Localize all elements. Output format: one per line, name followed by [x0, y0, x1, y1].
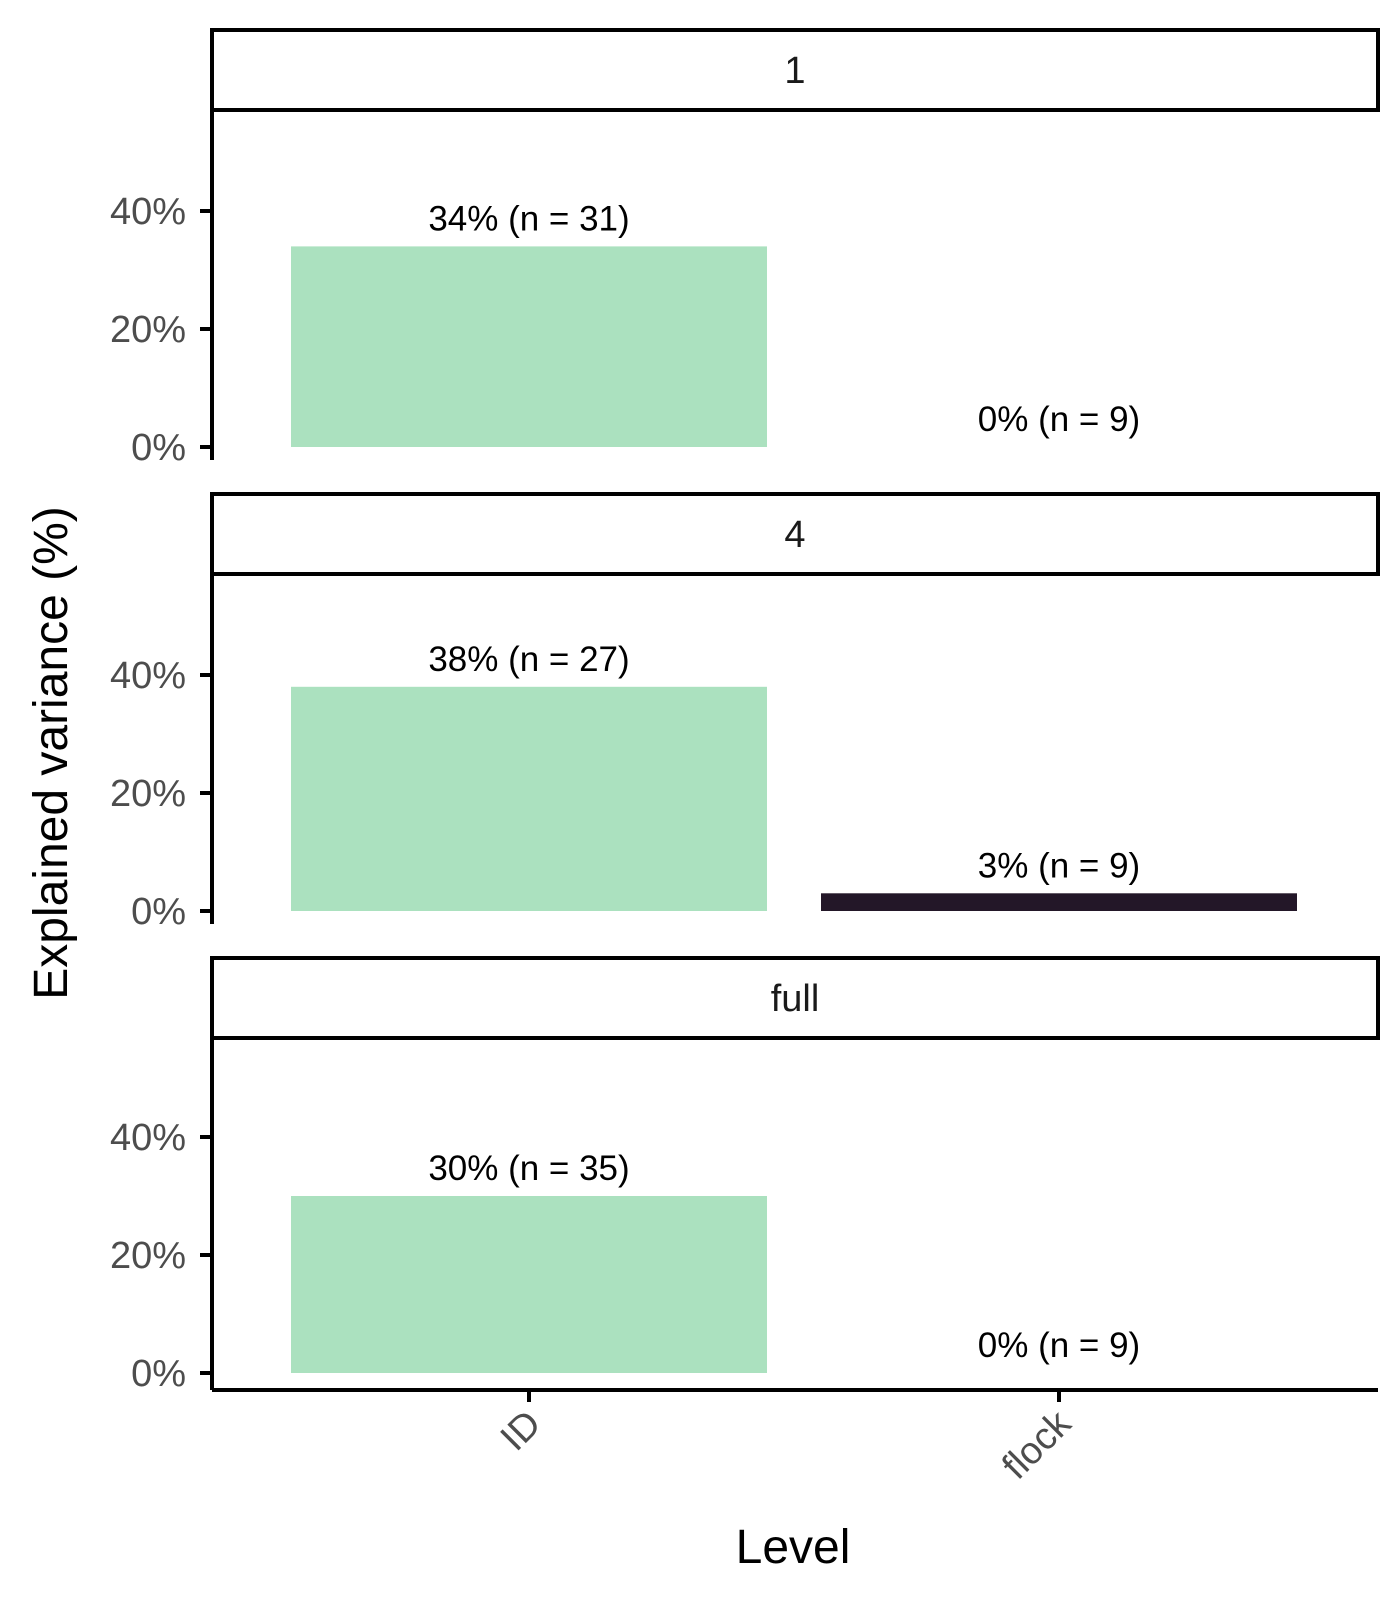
bar-data-label: 3% (n = 9) — [978, 846, 1140, 885]
facet-strip-full — [210, 956, 1380, 1040]
facet-strip-label: 4 — [784, 514, 805, 556]
bar-id — [291, 1196, 767, 1373]
x-axis-title: Level — [736, 1521, 851, 1574]
bar-data-label: 38% (n = 27) — [428, 640, 629, 679]
facet-strip-1 — [210, 28, 1380, 112]
y-tick-label: 0% — [131, 1353, 186, 1395]
x-tick-label: flock — [994, 1402, 1080, 1488]
y-tick-label: 40% — [110, 191, 186, 233]
facet-panels: 10%20%40% 34% (n = 31)0% (n = 9)40%20%40%… — [110, 28, 1380, 1488]
bar-data-label: 0% (n = 9) — [978, 400, 1140, 439]
facet-strip-label: 1 — [784, 50, 805, 92]
facet-strip-label: full — [771, 978, 820, 1020]
y-tick-label: 20% — [110, 1235, 186, 1277]
y-tick-label: 0% — [131, 891, 186, 933]
bar-id — [291, 686, 767, 911]
y-axis-title: Explained variance (%) — [25, 506, 78, 1000]
bar-data-label: 34% (n = 31) — [428, 199, 629, 238]
y-tick-label: 40% — [110, 1117, 186, 1159]
bar-id — [291, 246, 767, 447]
y-tick-label: 0% — [131, 427, 186, 469]
bar-flock — [821, 893, 1297, 911]
facet-strip-4 — [210, 492, 1380, 576]
bar-data-label: 30% (n = 35) — [428, 1149, 629, 1188]
x-tick-label: ID — [493, 1403, 550, 1460]
bar-data-label: 0% (n = 9) — [978, 1326, 1140, 1365]
y-tick-label: 20% — [110, 309, 186, 351]
y-tick-label: 40% — [110, 655, 186, 697]
y-tick-label: 20% — [110, 773, 186, 815]
